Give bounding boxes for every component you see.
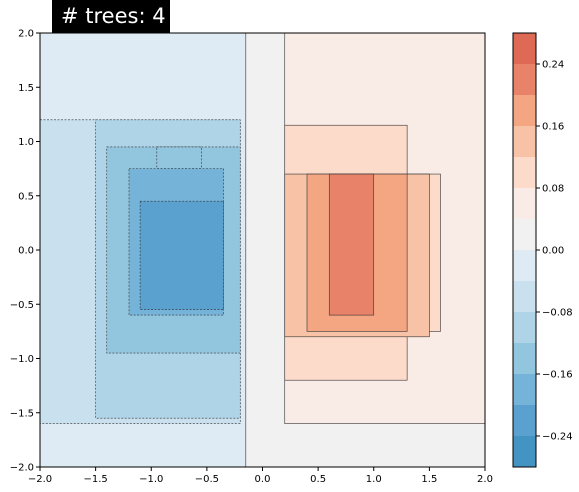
title-box: [52, 0, 170, 33]
x-tick-label: 0.5: [310, 474, 326, 485]
colorbar-segment: [513, 219, 536, 250]
contour-region: [156, 146, 202, 169]
x-tick-label: −2.0: [28, 474, 52, 485]
colorbar-tick-label: 0.16: [542, 122, 564, 133]
colorbar-tick-label: −0.24: [542, 432, 573, 443]
colorbar-segment: [513, 157, 536, 188]
colorbar-tick-label: −0.16: [542, 370, 573, 381]
x-axis: −2.0 −1.5 −1.0 −0.5 0.0 0.5 1.0 1.5 2.0: [28, 467, 493, 485]
colorbar-segment: [513, 312, 536, 343]
x-tick-label: −1.5: [83, 474, 107, 485]
contour-region: [139, 200, 224, 310]
colorbar-segment: [513, 436, 536, 467]
y-tick-label: −0.5: [10, 300, 34, 311]
colorbar-ticks: −0.24 −0.16 −0.08 0.00 0.08 0.16 0.24: [536, 60, 573, 443]
y-axis: −2.0 −1.5 −1.0 −0.5 0.0 0.5 1.0 1.5 2.0: [10, 29, 40, 474]
colorbar-segments: [513, 33, 536, 467]
colorbar-segment: [513, 33, 536, 64]
y-tick-label: 0.5: [18, 191, 34, 202]
x-tick-label: −1.0: [139, 474, 163, 485]
y-tick-label: 1.0: [18, 137, 34, 148]
x-tick-label: 2.0: [477, 474, 493, 485]
contour-region: [328, 173, 375, 316]
y-tick-label: −2.0: [10, 463, 34, 474]
x-tick-label: 1.5: [421, 474, 437, 485]
x-tick-label: 0.0: [255, 474, 271, 485]
colorbar-segment: [513, 95, 536, 126]
colorbar-tick-label: 0.24: [542, 60, 564, 71]
colorbar-segment: [513, 126, 536, 157]
y-tick-label: 2.0: [18, 29, 34, 40]
colorbar-tick-label: −0.08: [542, 308, 573, 319]
colorbar-segment: [513, 343, 536, 374]
colorbar-segment: [513, 405, 536, 436]
y-tick-label: −1.5: [10, 408, 34, 419]
chart-title: # trees: 4: [52, 0, 170, 33]
colorbar-segment: [513, 281, 536, 312]
y-tick-label: 1.5: [18, 83, 34, 94]
y-tick-label: 0.0: [18, 246, 34, 257]
y-tick-label: −1.0: [10, 354, 34, 365]
x-tick-label: 1.0: [366, 474, 382, 485]
colorbar-segment: [513, 188, 536, 219]
colorbar-tick-label: 0.08: [542, 184, 564, 195]
x-tick-label: −0.5: [195, 474, 219, 485]
contour-regions: [39, 32, 486, 468]
colorbar-segment: [513, 250, 536, 281]
colorbar-segment: [513, 374, 536, 405]
colorbar: −0.24 −0.16 −0.08 0.00 0.08 0.16 0.24: [512, 32, 573, 468]
colorbar-segment: [513, 64, 536, 95]
title-text: # trees: 4: [61, 4, 166, 28]
colorbar-tick-label: 0.00: [542, 246, 564, 257]
contour-plot: −2.0 −1.5 −1.0 −0.5 0.0 0.5 1.0 1.5 2.0 −2.0 −1.5…: [10, 29, 493, 486]
